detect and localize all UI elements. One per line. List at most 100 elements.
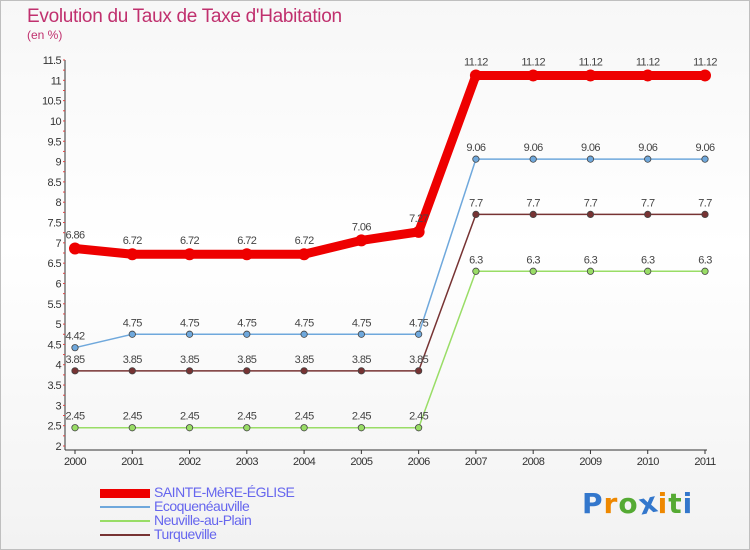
data-label-3: 3.85 [237,354,256,366]
y-tick-label: 8.5 [48,177,62,189]
x-tick-label: 2002 [179,456,202,468]
legend-swatch [100,506,150,508]
data-point-1 [644,155,652,163]
data-point-2 [185,424,194,432]
data-label-2: 2.45 [352,411,371,423]
legend-label: Neuville-au-Plain [154,512,252,528]
data-point-3 [71,367,79,375]
data-point-0 [355,234,368,247]
data-label-3: 7.7 [641,197,655,209]
x-tick-label: 2004 [293,456,316,468]
data-point-1 [357,330,365,338]
chart-title: Evolution du Taux de Taxe d'Habitation [27,6,342,27]
data-label-2: 2.45 [409,411,428,423]
data-label-0: 6.72 [123,235,142,247]
data-label-0: 6.72 [180,235,199,247]
x-tick-label: 2007 [465,456,488,468]
y-tick-label: 10 [50,116,62,128]
y-tick-label: 7.5 [48,218,62,230]
y-tick-label: 7 [55,238,61,250]
data-point-1 [586,155,595,163]
data-label-0: 7.27 [409,213,428,225]
data-point-0 [412,225,425,238]
y-tick-label: 3 [55,400,61,412]
x-tick-label: 2010 [637,456,660,468]
data-point-2 [472,267,480,275]
data-label-0: 11.12 [579,56,603,68]
data-point-3 [472,210,480,218]
data-point-3 [185,367,194,375]
data-point-3 [701,210,709,218]
data-point-0 [641,69,654,82]
series-line-0 [70,70,710,259]
data-point-1 [300,330,308,338]
data-point-0 [183,248,196,261]
data-point-0 [126,248,139,261]
data-label-1: 4.42 [65,331,84,343]
data-label-0: 11.12 [521,56,545,68]
data-point-2 [701,267,709,275]
data-label-2: 6.3 [698,254,712,266]
y-tick-label: 5.5 [48,299,62,311]
data-point-3 [586,210,595,218]
data-label-1: 4.75 [352,317,371,329]
y-tick-label: 6.5 [48,258,62,270]
data-point-0 [699,69,711,82]
data-point-3 [644,210,652,218]
data-point-1 [185,330,194,338]
data-point-2 [586,267,595,275]
data-point-3 [415,367,423,375]
data-point-1 [71,344,79,352]
chart-subtitle: (en %) [27,28,63,42]
y-tick-label: 10.5 [42,96,61,108]
x-tick-label: 2009 [579,456,602,468]
x-tick-label: 2006 [408,456,431,468]
data-point-0 [584,69,597,82]
series-layer [69,69,711,432]
data-label-2: 6.3 [469,254,483,266]
data-point-3 [243,367,251,375]
data-label-3: 3.85 [65,354,84,366]
logo-letter: P [582,487,604,520]
data-point-1 [415,330,423,338]
y-tick-label: 2 [55,441,61,453]
data-label-1: 4.75 [409,317,428,329]
x-tick-label: 2001 [121,456,144,468]
logo-letter: o [618,487,639,520]
y-tick-label: 4.5 [48,339,62,351]
data-label-1: 4.75 [237,317,256,329]
data-point-0 [469,69,482,82]
data-point-1 [243,330,251,338]
data-point-0 [298,248,311,261]
y-tick-label: 5 [55,319,61,331]
series-line-3 [74,213,706,372]
data-label-0: 6.72 [295,235,314,247]
data-point-3 [529,210,537,218]
data-label-3: 7.7 [526,197,540,209]
series-line-2 [74,270,706,429]
x-tick-label: 2005 [350,456,373,468]
data-point-2 [357,424,365,432]
data-label-2: 6.3 [641,254,655,266]
y-tick-label: 8 [55,197,61,209]
data-point-2 [529,267,537,275]
data-label-3: 7.7 [584,197,598,209]
data-label-3: 3.85 [295,354,314,366]
data-label-0: 7.06 [352,221,371,233]
data-label-0: 11.12 [636,56,660,68]
data-point-0 [240,248,253,261]
data-label-3: 3.85 [352,354,371,366]
data-label-1: 4.75 [180,317,199,329]
data-label-1: 9.06 [695,142,714,154]
data-point-2 [243,424,251,432]
data-point-0 [527,69,540,82]
logo-letter: r [603,487,619,520]
y-tick-label: 9.5 [48,136,62,148]
y-tick-label: 11 [51,75,62,87]
x-tick-label: 2011 [694,456,716,468]
legend-label: Turqueville [154,526,217,542]
data-point-1 [128,330,136,338]
data-label-2: 2.45 [65,411,84,423]
y-tick-label: 9 [55,157,61,169]
